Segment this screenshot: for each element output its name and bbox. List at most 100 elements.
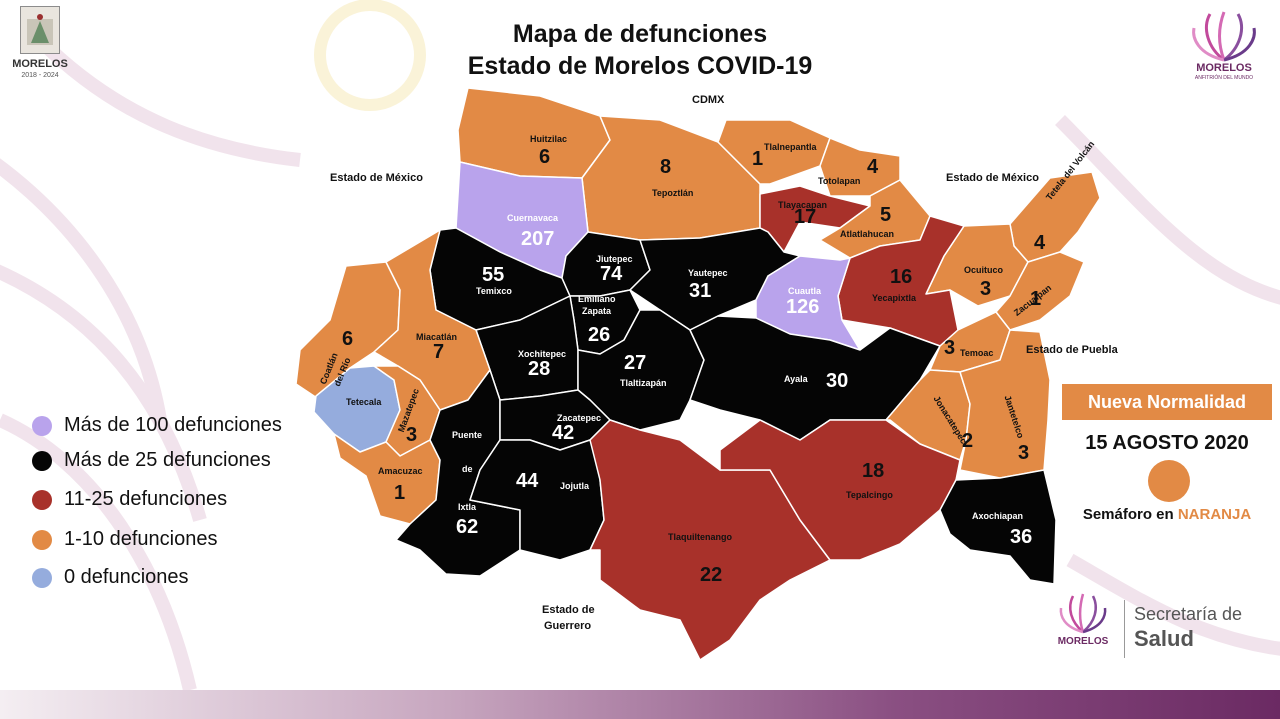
name-tetecala: Tetecala [346,397,382,407]
name-yecapixtla: Yecapixtla [872,293,917,303]
name-huitzilac: Huitzilac [530,134,568,144]
label-edomex-east: Estado de México [946,172,1039,184]
page-subtitle: Estado de Morelos COVID-19 [467,52,813,80]
name-puente-ixtla-1: Puente [452,430,483,440]
logo-left-text: MORELOS [12,58,68,70]
name-amacuzac: Amacuzac [378,466,423,476]
legend-label: 11-25 defunciones [64,488,228,510]
name-atlatlahucan: Atlatlahucan [840,229,895,239]
region-zacualpan [995,251,1085,331]
deaths-totolapan: 4 [867,156,879,178]
secretaria-text: Secretaría de [1134,604,1243,624]
deaths-jojutla: 44 [516,470,539,492]
deaths-zacatepec: 42 [552,422,575,444]
region-jantetelco [959,329,1051,479]
semaforo-dot-icon [1148,460,1190,502]
legend-item-11-25: 11-25 defunciones [32,488,227,511]
name-jiutepec: Jiutepec [596,254,633,264]
region-axochiapan [939,469,1057,585]
legend-label: 0 defunciones [64,566,189,588]
deaths-yautepec: 31 [689,280,712,302]
name-tlalnepantla: Tlalnepantla [764,142,817,152]
region-tlaquiltenango [589,419,831,661]
logo-divider [1124,600,1125,658]
semaforo-prefix: Semáforo en [1082,506,1174,523]
legend-item-over25: Más de 25 defunciones [32,449,271,472]
deaths-jonacatepec: 2 [962,430,974,452]
deaths-miacatlan: 7 [433,341,445,363]
legend-label: Más de 25 defunciones [64,449,271,471]
shield-icon [27,14,53,45]
page-title: Mapa de defunciones [512,20,768,48]
name-miacatlan: Miacatlán [416,332,458,342]
deaths-cuernavaca: 207 [521,228,555,250]
name-tlaltizapan: Tlaltizapán [620,378,667,388]
name-ayala: Ayala [784,374,808,384]
name-axochiapan: Axochiapan [972,511,1024,521]
legend-dot-icon [32,489,52,510]
semaforo-value: NARANJA [1177,506,1252,523]
name-tlayacapan: Tlayacapan [778,200,828,210]
deaths-xochitepec: 28 [528,358,551,380]
morelos-lotus-logo [1192,11,1256,62]
deaths-ocuituco: 3 [980,278,992,300]
bottom-decorative-bar [0,690,1280,719]
deaths-temixco: 55 [482,264,505,286]
name-ocuituco: Ocuituco [964,265,1004,275]
deaths-puente-ixtla: 62 [456,516,479,538]
legend-item-over100: Más de 100 defunciones [32,414,282,437]
name-yautepec: Yautepec [688,268,728,278]
logo-left-years: 2018 - 2024 [21,72,59,79]
deaths-tepoztlan: 8 [660,156,672,178]
deaths-axochiapan: 36 [1010,526,1033,548]
logo-right-text: MORELOS [1196,62,1252,74]
label-puebla: Estado de Puebla [1026,344,1118,356]
name-emiliano-zapata-1: Emiliano [578,294,616,304]
deaths-zacualpan: 1 [1030,288,1042,310]
label-guerrero-1: Estado de [542,604,595,616]
deaths-amacuzac: 1 [394,482,406,504]
name-jojutla: Jojutla [560,481,590,491]
logo-right-sub: ANFITRIÓN DEL MUNDO [1194,75,1254,81]
deaths-cuautla: 126 [786,296,820,318]
name-puente-ixtla-3: Ixtla [458,502,477,512]
legend-dot-icon [32,567,52,588]
label-guerrero-2: Guerrero [544,620,592,632]
deaths-jantetelco: 3 [1018,442,1030,464]
deaths-mazatepec: 3 [406,424,418,446]
deaths-tetela: 4 [1034,232,1046,254]
label-cdmx: CDMX [692,94,725,106]
name-emiliano-zapata-2: Zapata [582,306,612,316]
label-edomex-west: Estado de México [330,172,423,184]
name-xochitepec: Xochitepec [518,349,567,359]
deaths-ayala: 30 [826,370,849,392]
legend-label: Más de 100 defunciones [64,414,282,436]
deaths-jiutepec: 74 [600,263,623,285]
deaths-atlatlahucan: 5 [880,204,892,226]
name-totolapan: Totolapan [818,176,861,186]
deaths-tlayacapan: 17 [794,206,817,228]
legend-item-zero: 0 defunciones [32,566,189,589]
name-cuernavaca: Cuernavaca [507,213,559,223]
status-date: 15 AGOSTO 2020 [1085,432,1249,454]
deaths-tlalnepantla: 1 [752,148,764,170]
legend-dot-icon [32,529,52,550]
salud-text: Salud [1134,626,1194,651]
name-tepoztlan: Tepoztlán [652,188,694,198]
deaths-yecapixtla: 16 [890,266,913,288]
name-puente-ixtla-2: de [462,464,473,474]
name-cuautla: Cuautla [788,286,822,296]
legend-item-1-10: 1-10 defunciones [32,528,217,551]
deaths-coatlan: 6 [342,328,354,350]
legend-dot-icon [32,450,52,471]
morelos-lotus-small-icon [1059,593,1107,634]
deaths-tlaltizapan: 27 [624,352,647,374]
name-zacatepec: Zacatepec [557,413,602,423]
name-temixco: Temixco [476,286,512,296]
name-tlaquiltenango: Tlaquiltenango [668,532,732,542]
region-huitzilac [457,87,611,179]
deaths-tlaquiltenango: 22 [700,564,723,586]
region-tepalcingo [719,419,961,561]
morelos-shield-logo [20,6,60,54]
